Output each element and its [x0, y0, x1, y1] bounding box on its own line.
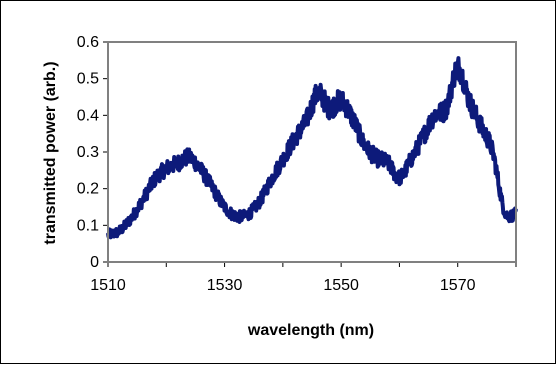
y-tick-label: 0.5: [77, 71, 99, 88]
series-line: [106, 56, 518, 240]
y-tick-label: 0.6: [77, 34, 99, 51]
x-tick-label: 1530: [207, 277, 243, 294]
x-tick-label: 1510: [90, 277, 126, 294]
x-tick-label: 1550: [323, 277, 359, 294]
plot-area-border: [107, 41, 517, 263]
series-group: [106, 56, 518, 240]
y-tick-label: 0.4: [77, 107, 99, 124]
y-tick-label: 0.3: [77, 144, 99, 161]
x-tick-label: 1570: [440, 277, 476, 294]
y-axis-label: transmitted power (arb.): [42, 61, 59, 244]
y-tick-label: 0.2: [77, 181, 99, 198]
x-axis-label: wavelength (nm): [247, 322, 374, 339]
y-tick-label: 0: [90, 254, 99, 271]
y-tick-label: 0.1: [77, 217, 99, 234]
